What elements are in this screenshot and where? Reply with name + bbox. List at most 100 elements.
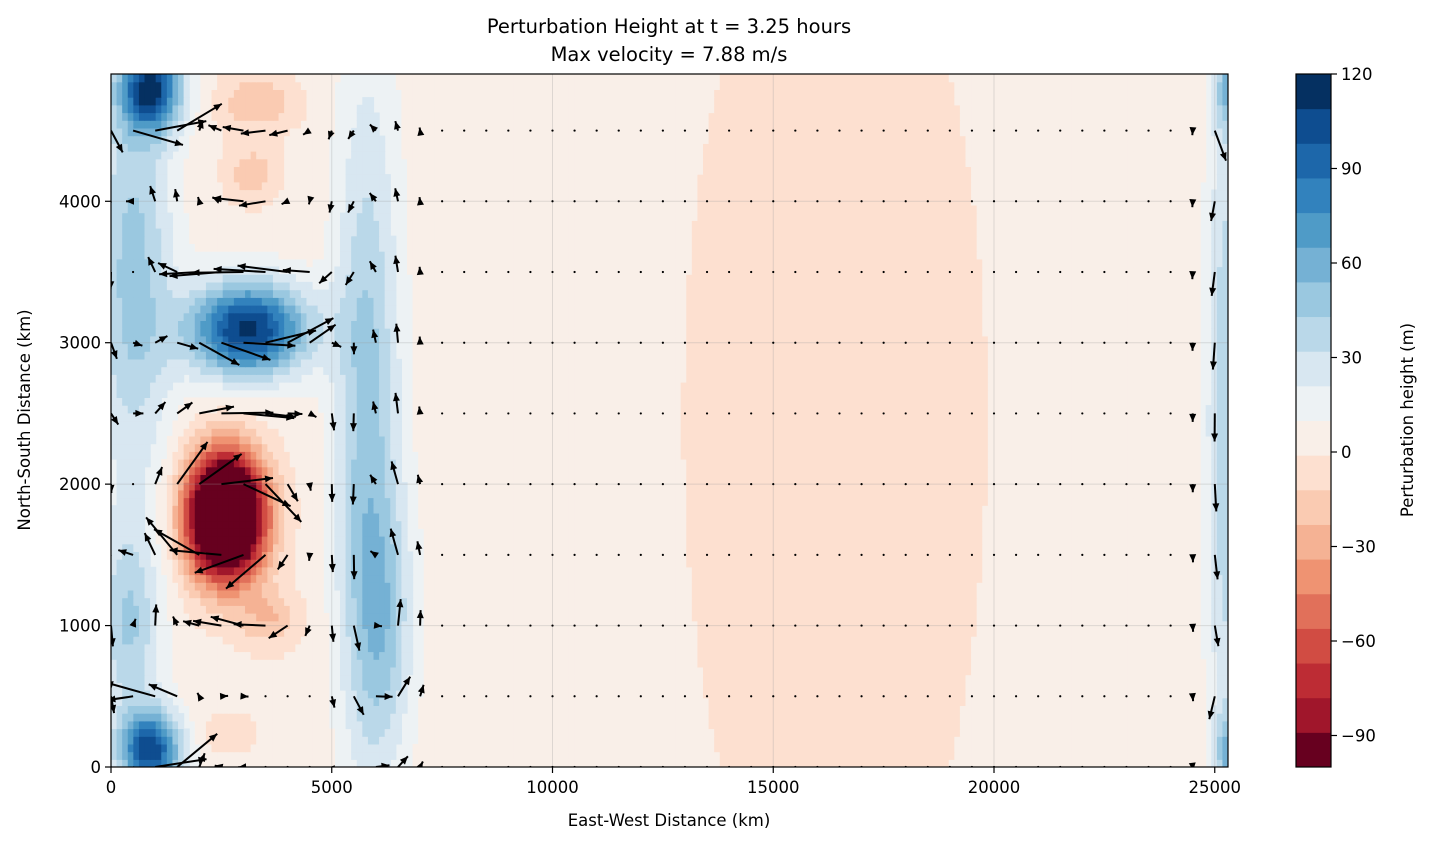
field-cell bbox=[535, 674, 542, 683]
field-cell bbox=[770, 682, 777, 691]
field-cell bbox=[468, 666, 475, 676]
field-cell bbox=[256, 582, 263, 591]
field-cell bbox=[1160, 666, 1168, 676]
field-cell bbox=[870, 720, 877, 730]
field-cell bbox=[552, 628, 559, 637]
field-cell bbox=[323, 651, 330, 660]
field-cell bbox=[535, 643, 542, 653]
field-cell bbox=[345, 597, 352, 606]
field-cell bbox=[1066, 651, 1073, 660]
field-cell bbox=[753, 705, 760, 714]
field-cell bbox=[920, 713, 928, 722]
field-cell bbox=[1155, 605, 1162, 614]
field-cell bbox=[1043, 682, 1050, 691]
field-cell bbox=[278, 666, 285, 676]
field-cell bbox=[1188, 697, 1196, 706]
field-cell bbox=[959, 682, 967, 691]
field-cell bbox=[630, 736, 637, 745]
field-cell bbox=[501, 720, 509, 730]
field-cell bbox=[440, 751, 447, 760]
field-cell bbox=[1054, 759, 1062, 767]
field-cell bbox=[1183, 666, 1190, 676]
field-cell bbox=[909, 728, 916, 737]
field-cell bbox=[373, 720, 380, 730]
field-cell bbox=[1177, 751, 1184, 760]
field-cell bbox=[1026, 682, 1034, 691]
field-cell bbox=[987, 566, 995, 576]
field-cell bbox=[691, 697, 699, 706]
field-cell bbox=[764, 566, 771, 576]
field-cell bbox=[323, 751, 330, 760]
field-cell bbox=[792, 605, 799, 614]
field-cell bbox=[820, 666, 827, 676]
field-cell bbox=[552, 643, 559, 653]
field-cell bbox=[613, 589, 620, 599]
field-cell bbox=[317, 713, 324, 722]
field-cell bbox=[501, 674, 509, 683]
field-cell bbox=[971, 574, 978, 583]
field-cell bbox=[1032, 666, 1039, 676]
field-cell bbox=[1116, 636, 1123, 645]
field-cell bbox=[959, 651, 967, 660]
field-cell bbox=[999, 582, 1006, 591]
field-cell bbox=[485, 566, 492, 576]
field-cell bbox=[915, 582, 922, 591]
field-cell bbox=[205, 574, 213, 583]
field-cell bbox=[546, 674, 553, 683]
field-cell bbox=[529, 728, 537, 737]
field-cell bbox=[742, 751, 749, 760]
field-cell bbox=[111, 728, 118, 737]
field-cell bbox=[306, 636, 313, 645]
field-cell bbox=[1049, 620, 1056, 629]
field-cell bbox=[870, 582, 877, 591]
field-cell bbox=[680, 628, 687, 637]
field-cell bbox=[652, 589, 659, 599]
field-cell bbox=[792, 759, 799, 767]
field-cell bbox=[1026, 605, 1034, 614]
field-cell bbox=[1138, 582, 1145, 591]
field-cell bbox=[116, 559, 123, 568]
field-cell bbox=[166, 697, 174, 706]
field-cell bbox=[591, 636, 598, 645]
field-cell bbox=[959, 674, 967, 683]
field-cell bbox=[697, 720, 704, 730]
field-cell bbox=[669, 697, 676, 706]
field-cell bbox=[630, 651, 637, 660]
field-cell bbox=[680, 666, 687, 676]
field-cell bbox=[837, 705, 844, 714]
field-cell bbox=[1032, 628, 1039, 637]
field-cell bbox=[1054, 643, 1062, 653]
field-cell bbox=[965, 705, 972, 714]
field-cell bbox=[1166, 620, 1173, 629]
field-cell bbox=[714, 666, 721, 676]
field-cell bbox=[719, 682, 726, 691]
field-cell bbox=[909, 674, 916, 683]
field-cell bbox=[490, 728, 497, 737]
field-cell bbox=[982, 682, 989, 691]
field-cell bbox=[161, 713, 168, 722]
field-cell bbox=[1082, 613, 1089, 622]
field-cell bbox=[948, 566, 955, 576]
field-cell bbox=[1110, 643, 1117, 653]
field-cell bbox=[1099, 636, 1106, 645]
field-cell bbox=[1149, 697, 1156, 706]
field-cell bbox=[904, 582, 911, 591]
field-cell bbox=[1177, 736, 1184, 745]
field-cell bbox=[222, 613, 229, 622]
field-cell bbox=[1155, 636, 1162, 645]
field-cell bbox=[853, 636, 860, 645]
field-cell bbox=[608, 659, 615, 668]
field-cell bbox=[758, 659, 766, 668]
field-cell bbox=[490, 620, 497, 629]
field-cell bbox=[993, 620, 1000, 629]
field-cell bbox=[267, 674, 274, 683]
field-cell bbox=[272, 743, 280, 753]
field-cell bbox=[736, 566, 743, 576]
field-cell bbox=[1010, 682, 1017, 691]
field-cell bbox=[596, 705, 604, 714]
field-cell bbox=[563, 736, 570, 745]
field-cell bbox=[306, 751, 313, 760]
field-cell bbox=[613, 613, 620, 622]
field-cell bbox=[920, 620, 928, 629]
